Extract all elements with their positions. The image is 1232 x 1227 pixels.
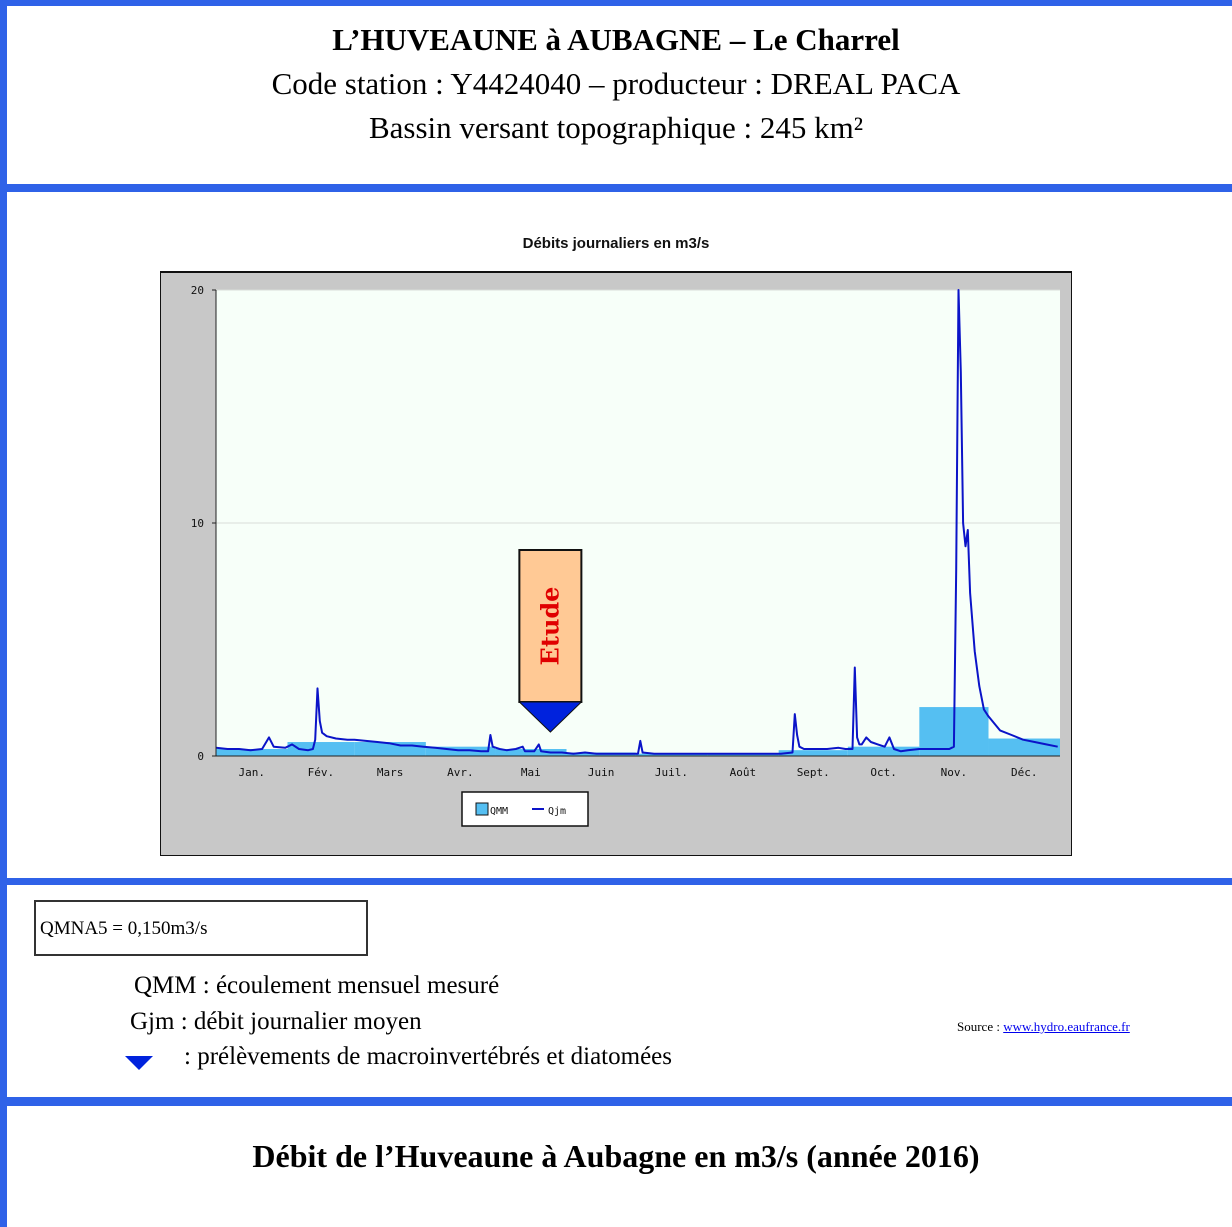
marker-layer: Etude — [518, 549, 583, 733]
qjm-layer — [215, 289, 1058, 755]
qmm-bar — [216, 749, 288, 756]
qjm-line — [215, 289, 1058, 755]
x-tick-label: Mars — [377, 766, 404, 779]
frame-top-border — [0, 0, 1232, 6]
x-tick-label: Juin — [588, 766, 615, 779]
qmm-bar — [287, 742, 355, 756]
legend-qmm-text: QMM : écoulement mensuel mesuré — [134, 972, 500, 999]
x-tick-label: Jan. — [238, 766, 265, 779]
legend-qmm-label: QMM — [490, 806, 508, 817]
qmm-layer — [216, 707, 1060, 756]
grid-layer — [216, 289, 1060, 524]
x-tick-label: Juil. — [655, 766, 688, 779]
x-tick-label: Avr. — [447, 766, 474, 779]
chart-title-bg — [160, 214, 1072, 272]
source-prefix: Source : — [957, 1019, 1004, 1034]
chart-legend: QMM Qjm — [461, 791, 589, 827]
axis-layer: 0 10 20 Jan. Fév. Mars Avr. Mai Juin Juil. Août Sep… — [191, 284, 1060, 779]
qmm-bar — [847, 746, 920, 756]
qmm-bar — [988, 738, 1060, 756]
frame-divider-2 — [0, 878, 1232, 885]
x-tick-label: Fév. — [308, 766, 335, 779]
sampling-triangle-icon — [125, 1056, 153, 1070]
flow-chart: Débits journaliers en m3/s 0 10 20 Jan. Fév.… — [160, 214, 1072, 856]
x-tick-label: Août — [730, 766, 757, 779]
qmna5-box: QMNA5 = 0,150m3/s — [34, 900, 368, 956]
x-tick-label: Sept. — [797, 766, 830, 779]
source-credit: Source : www.hydro.eaufrance.fr — [957, 1019, 1130, 1035]
y-tick-label: 20 — [191, 284, 204, 297]
y-tick-label: 0 — [197, 750, 204, 763]
qmm-bar — [425, 746, 496, 756]
legend-triangle-text: : prélèvements de macroinvertébrés et di… — [184, 1043, 672, 1070]
study-marker-triangle — [518, 701, 583, 733]
station-title: L’HUVEAUNE à AUBAGNE – Le Charrel — [332, 22, 900, 57]
frame-divider-1 — [0, 184, 1232, 192]
qmm-bar — [635, 753, 708, 756]
legend-gjm-text: Gjm : débit journalier moyen — [130, 1008, 422, 1035]
x-tick-label: Mai — [521, 766, 541, 779]
chart-title: Débits journaliers en m3/s — [523, 235, 710, 252]
figure-caption: Débit de l’Huveaune à Aubagne en m3/s (a… — [252, 1138, 980, 1174]
source-link[interactable]: www.hydro.eaufrance.fr — [1003, 1019, 1130, 1034]
qmm-bar — [778, 750, 848, 756]
x-tick-label: Oct. — [870, 766, 897, 779]
legend-qmm-swatch — [475, 802, 489, 816]
qmm-bar — [707, 753, 779, 756]
legend-qjm-label: Qjm — [548, 806, 566, 817]
x-tick-label: Déc. — [1011, 766, 1038, 779]
x-tick-label: Nov. — [941, 766, 968, 779]
basin-area-line: Bassin versant topographique : 245 km² — [368, 110, 864, 145]
frame-left-border — [0, 0, 7, 1227]
frame-divider-3 — [0, 1097, 1232, 1106]
chart-container: Débits journaliers en m3/s 0 10 20 Jan. Fév.… — [160, 214, 1072, 856]
qmm-bar — [495, 749, 567, 756]
y-tick-label: 10 — [191, 517, 204, 530]
station-code-line: Code station : Y4424040 – producteur : D… — [271, 66, 961, 101]
study-marker-label: Etude — [535, 587, 564, 666]
